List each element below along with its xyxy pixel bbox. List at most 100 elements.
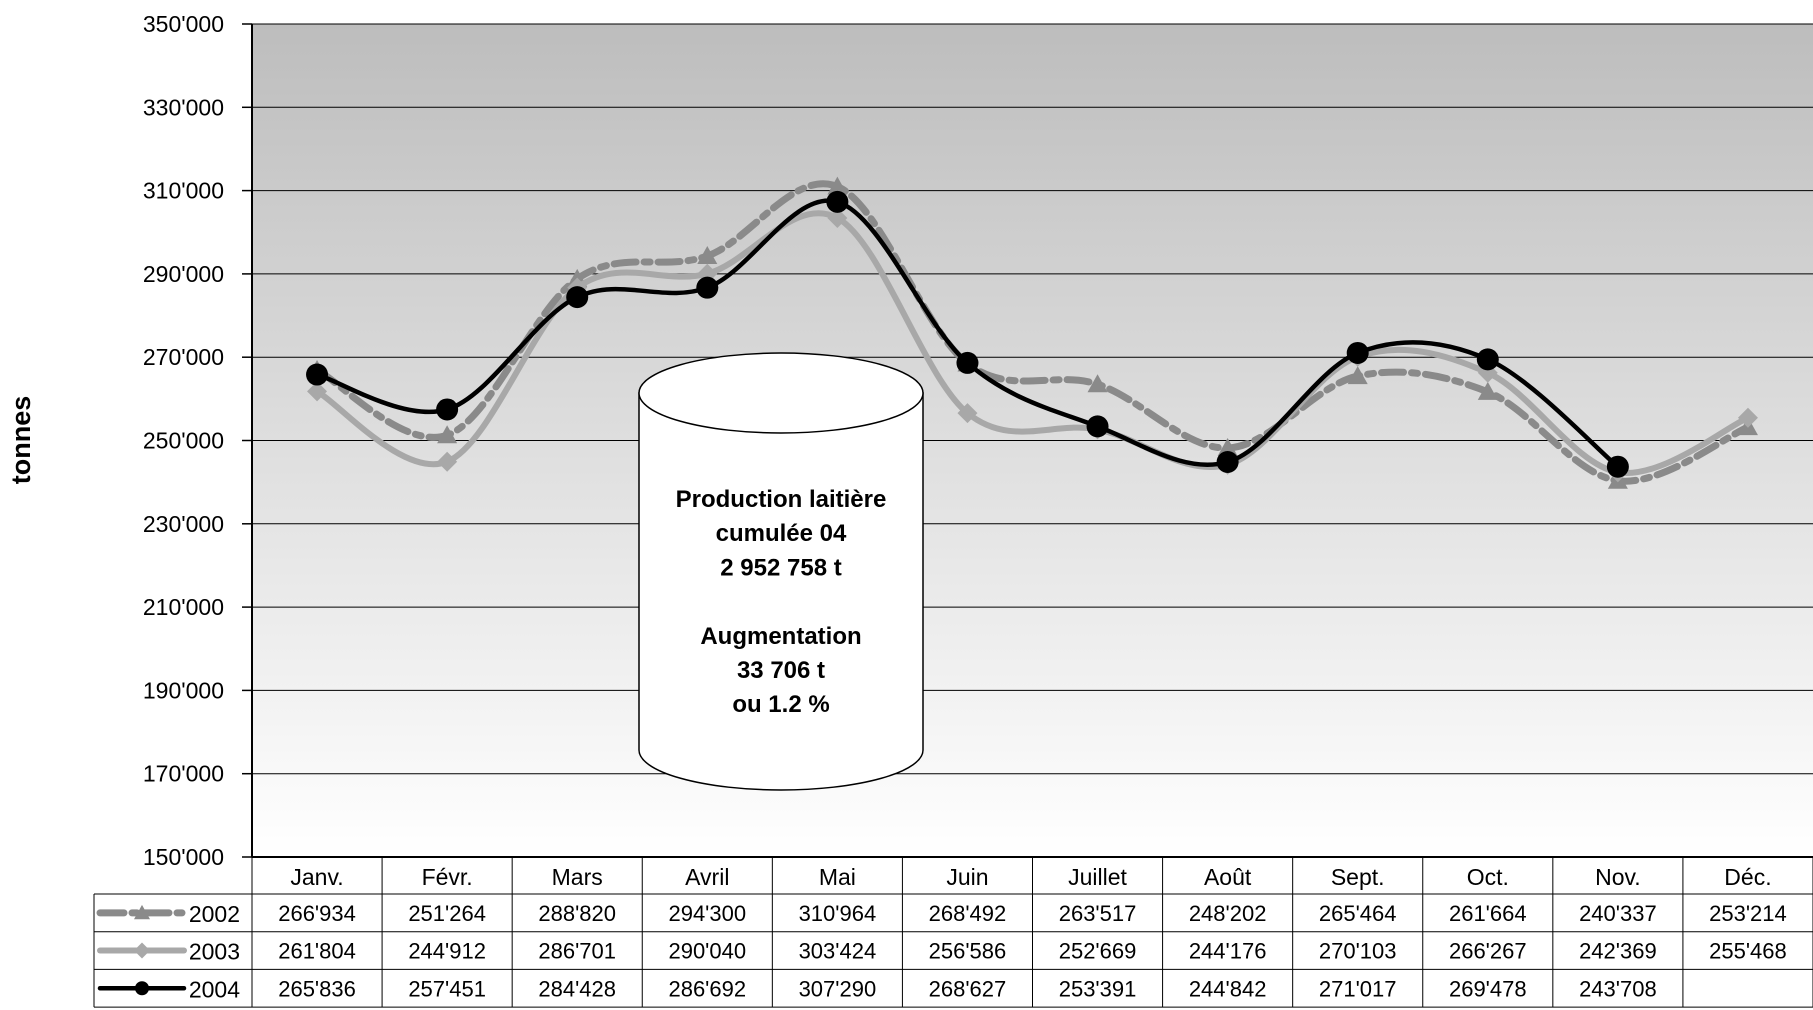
- annotation-line: Augmentation: [700, 623, 861, 650]
- table-cell: 265'836: [278, 976, 356, 1001]
- table-cell: 286'692: [668, 976, 746, 1001]
- x-tick-label: Sept.: [1331, 864, 1385, 890]
- table-cell: 290'040: [668, 939, 746, 964]
- y-tick-label: 210'000: [143, 594, 224, 620]
- table-cell: 307'290: [799, 976, 877, 1001]
- table-cell: 253'391: [1059, 976, 1137, 1001]
- table-cell: 266'267: [1449, 939, 1527, 964]
- x-tick-label: Févr.: [422, 864, 473, 890]
- data-point: [437, 451, 458, 472]
- x-tick-label: Nov.: [1595, 864, 1641, 890]
- table-cell: 266'934: [278, 901, 356, 926]
- table-cell: 286'701: [538, 939, 616, 964]
- series-line-2003: [314, 210, 1751, 476]
- x-tick-label: Oct.: [1467, 864, 1509, 890]
- table-cell: 271'017: [1319, 976, 1397, 1001]
- data-point: [306, 363, 329, 386]
- annotation-line: 2 952 758 t: [720, 554, 841, 581]
- annotation-line: ou 1.2 %: [732, 691, 829, 718]
- data-point: [1477, 381, 1498, 400]
- data-point: [957, 403, 978, 424]
- data-point: [1476, 348, 1499, 371]
- x-tick-label: Août: [1204, 864, 1252, 890]
- series-line-2002: [313, 180, 1752, 485]
- table-cell: 240'337: [1579, 901, 1657, 926]
- table-cell: 268'492: [929, 901, 1007, 926]
- table-cell: 294'300: [668, 901, 746, 926]
- data-point: [437, 425, 458, 444]
- table-cell: 269'478: [1449, 976, 1527, 1001]
- y-tick-label: 190'000: [143, 677, 224, 703]
- y-axis-label: tonnes: [6, 396, 36, 485]
- y-tick-label: 270'000: [143, 344, 224, 370]
- legend-label-2004: 2004: [189, 976, 240, 1002]
- legend-label-2003: 2003: [189, 939, 240, 965]
- table-cell: 263'517: [1059, 901, 1137, 926]
- data-point: [1217, 437, 1238, 456]
- cylinder-body: [638, 392, 924, 791]
- table-cell: 303'424: [799, 939, 877, 964]
- data-point: [1086, 415, 1109, 438]
- y-tick-label: 290'000: [143, 261, 224, 287]
- data-point: [1216, 450, 1239, 473]
- table-cell: 243'708: [1579, 976, 1657, 1001]
- data-table: Janv. Févr. Mars Avril Mai Juin Juillet Août Sep…: [93, 857, 1813, 1008]
- table-cell: 244'176: [1189, 939, 1267, 964]
- cylinder-annotation: Production laitière cumulée 04 2 952 758 t…: [638, 352, 924, 791]
- data-point: [1737, 407, 1758, 428]
- x-tick-label: Déc.: [1724, 864, 1771, 890]
- data-point: [1087, 374, 1108, 393]
- cylinder-top: [638, 352, 924, 434]
- x-tick-label: Juin: [946, 864, 988, 890]
- data-point: [307, 381, 328, 402]
- series-2003: [307, 207, 1758, 483]
- x-tick-label: Avril: [685, 864, 729, 890]
- annotation-line: cumulée 04: [716, 520, 847, 547]
- y-tick-label: 350'000: [143, 11, 224, 37]
- data-point: [696, 276, 719, 299]
- y-tick-label: 310'000: [143, 178, 224, 204]
- table-cell: 288'820: [538, 901, 616, 926]
- data-point: [436, 398, 459, 421]
- table-cell: 253'214: [1709, 901, 1787, 926]
- data-point: [1606, 455, 1629, 478]
- legend-key-marker-2003: [134, 942, 150, 959]
- y-tick-label: 250'000: [143, 428, 224, 454]
- table-cell: 252'669: [1059, 939, 1137, 964]
- y-tick-label: 150'000: [143, 844, 224, 870]
- legend-key-marker-2004: [135, 981, 149, 996]
- y-tick-label: 330'000: [143, 94, 224, 120]
- table-cell: 244'912: [408, 939, 486, 964]
- y-tick-labels: 350'000 330'000 310'000 290'000 270'000 250'0…: [143, 11, 224, 870]
- table-cell: 251'264: [408, 901, 486, 926]
- y-tick-label: 170'000: [143, 761, 224, 787]
- legend-key-marker-2002: [134, 904, 150, 920]
- data-point: [1346, 341, 1369, 364]
- table-cell: 270'103: [1319, 939, 1397, 964]
- annotation-line: 33 706 t: [737, 657, 825, 684]
- table-cell: 244'842: [1189, 976, 1267, 1001]
- table-cell: 261'804: [278, 939, 356, 964]
- table-cell: 265'464: [1319, 901, 1397, 926]
- x-tick-label: Juillet: [1068, 864, 1127, 890]
- table-cell: 310'964: [799, 901, 877, 926]
- table-cell: 257'451: [408, 976, 486, 1001]
- series-2004: [306, 190, 1629, 478]
- table-cell: 255'468: [1709, 939, 1787, 964]
- data-point: [827, 207, 848, 228]
- table-cell: 268'627: [929, 976, 1007, 1001]
- data-point: [956, 351, 979, 374]
- data-point: [1347, 366, 1368, 385]
- x-tick-label: Janv.: [290, 864, 343, 890]
- table-cell: 248'202: [1189, 901, 1267, 926]
- table-cell: 261'664: [1449, 901, 1527, 926]
- data-point: [826, 190, 849, 213]
- data-point: [827, 176, 848, 195]
- annotation-line: Production laitière: [676, 486, 887, 513]
- y-tick-label: 230'000: [143, 511, 224, 537]
- table-cell: 284'428: [538, 976, 616, 1001]
- series-lines: [306, 176, 1758, 489]
- data-point: [697, 245, 718, 264]
- x-tick-label: Mai: [819, 864, 856, 890]
